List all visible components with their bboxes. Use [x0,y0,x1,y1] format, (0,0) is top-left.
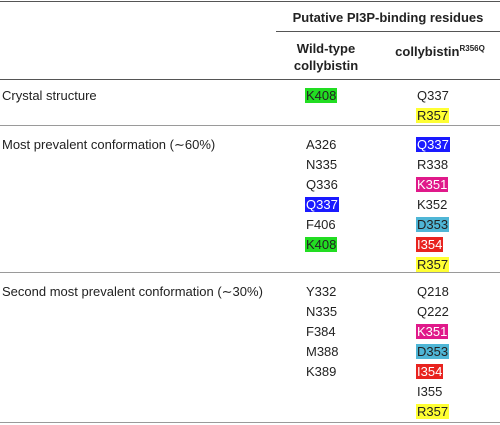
wildtype-residue: F406 [306,217,336,232]
mutant-residue: K351 [416,324,449,339]
mutant-residue: D353 [416,217,450,232]
spanning-header-rule [276,31,500,32]
wildtype-residue: F384 [306,324,336,339]
row-divider [0,125,500,126]
mutant-residue: I354 [416,364,444,379]
row-label: Crystal structure [2,88,97,103]
wildtype-residue: N335 [306,157,338,172]
mutant-residue: K352 [417,197,448,212]
wildtype-residue: K389 [306,364,337,379]
mutant-residue: R357 [416,404,450,419]
wildtype-residue: Q336 [306,177,338,192]
col-wildtype-header-line1: Wild-type [296,41,356,56]
mutant-residue: R338 [417,157,449,172]
wildtype-residue: K408 [305,88,338,103]
wildtype-residue: N335 [306,304,338,319]
wildtype-residue: A326 [306,137,337,152]
mutant-residue: Q222 [417,304,449,319]
wildtype-residue: M388 [306,344,339,359]
row-divider [0,272,500,273]
top-rule [0,1,500,2]
col-wildtype-header-line2: collybistin [293,58,359,73]
bottom-rule [0,422,500,423]
wildtype-residue: K408 [305,237,338,252]
header-rule [0,79,500,80]
mutant-residue: R357 [416,257,450,272]
mutant-residue: I355 [417,384,443,399]
mutant-residue: Q337 [417,88,449,103]
mutant-residue: R357 [416,108,450,123]
spanning-header: Putative PI3P-binding residues [292,10,484,25]
mutant-residue: K351 [416,177,449,192]
wildtype-residue: Y332 [306,284,337,299]
wildtype-residue: Q337 [305,197,339,212]
col-mutant-header: collybistinR356Q [382,40,498,60]
row-label: Most prevalent conformation (∼60%) [2,137,216,152]
row-label: Second most prevalent conformation (∼30%… [2,284,263,299]
col-mutant-header-main: collybistin [395,44,460,59]
mutant-residue: D353 [416,344,450,359]
mutant-residue: Q218 [417,284,449,299]
mutant-residue: Q337 [416,137,450,152]
col-mutant-header-sup: R356Q [459,44,485,53]
mutant-residue: I354 [416,237,444,252]
